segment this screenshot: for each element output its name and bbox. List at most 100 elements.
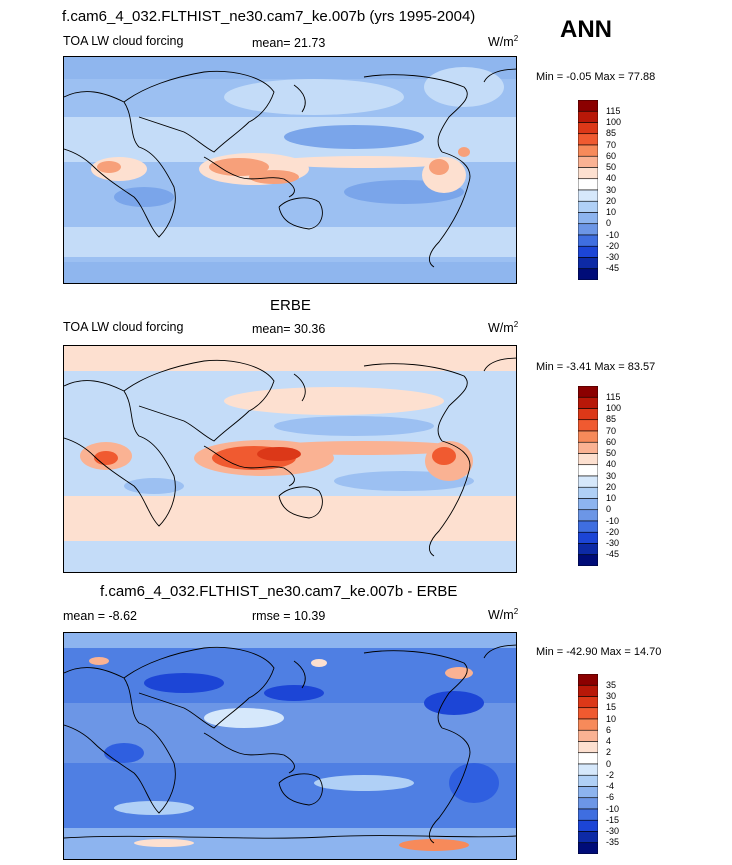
colorbar-swatch: [578, 786, 598, 799]
colorbar-swatch: [578, 133, 598, 146]
colorbar-swatch: [578, 696, 598, 709]
colorbar-swatch: [578, 831, 598, 844]
colorbar-swatch: [578, 144, 598, 157]
colorbar-label: -4: [606, 781, 615, 791]
panel-1-map: [63, 56, 517, 284]
panel-3-minmax: Min = -42.90 Max = 14.70: [536, 646, 662, 658]
colorbar-swatch: [578, 257, 598, 270]
panel-3-colorbar: [578, 674, 598, 854]
colorbar-swatch: [578, 223, 598, 236]
colorbar-label: 30: [606, 691, 617, 701]
panel-3-colorbar-swatches: [578, 674, 598, 854]
panel-3-title: f.cam6_4_032.FLTHIST_ne30.cam7_ke.007b -…: [100, 583, 458, 600]
colorbar-label: -2: [606, 769, 615, 780]
colorbar-label: -45: [606, 263, 620, 274]
colorbar-label: 70: [606, 425, 617, 436]
colorbar-label: 35: [606, 679, 617, 690]
colorbar-swatch: [578, 718, 598, 731]
panel-2-mean: mean= 30.36: [252, 322, 326, 336]
colorbar-swatch: [578, 155, 598, 168]
colorbar-swatch: [578, 245, 598, 258]
colorbar-swatch: [578, 189, 598, 202]
colorbar-swatch: [578, 110, 598, 123]
colorbar-swatch: [578, 842, 598, 854]
colorbar-label: 0: [606, 504, 612, 515]
colorbar-label: 60: [606, 150, 617, 161]
colorbar-label: -35: [606, 837, 620, 848]
panel-2-colorbar: [578, 386, 598, 566]
colorbar-label: -10: [606, 803, 620, 814]
colorbar-swatch: [578, 200, 598, 213]
colorbar-swatch: [578, 554, 598, 566]
colorbar-swatch: [578, 707, 598, 720]
colorbar-label: 115: [606, 391, 621, 402]
colorbar-swatch: [578, 486, 598, 499]
colorbar-swatch: [578, 797, 598, 810]
colorbar-swatch: [578, 396, 598, 409]
colorbar-swatch: [578, 543, 598, 556]
colorbar-swatch: [578, 498, 598, 511]
colorbar-label: 2: [606, 747, 612, 758]
colorbar-label: -15: [606, 814, 620, 825]
colorbar-swatch: [578, 386, 598, 398]
colorbar-swatch: [578, 684, 598, 697]
colorbar-label: 100: [606, 403, 622, 413]
colorbar-label: -20: [606, 240, 620, 251]
colorbar-label: -30: [606, 538, 620, 548]
colorbar-swatch: [578, 212, 598, 225]
colorbar-label: 100: [606, 117, 622, 127]
colorbar-swatch: [578, 408, 598, 421]
colorbar-label: 6: [606, 724, 612, 735]
colorbar-label: 50: [606, 162, 617, 172]
panel-1-mean: mean= 21.73: [252, 36, 326, 50]
colorbar-swatch: [578, 430, 598, 443]
panel-2-units: W/m2: [488, 320, 519, 336]
colorbar-label: 30: [606, 184, 617, 195]
colorbar-label: -30: [606, 826, 620, 836]
panel-3-left-label: mean = -8.62: [63, 609, 138, 623]
colorbar-label: -45: [606, 549, 620, 560]
panel-3-rmse: rmse = 10.39: [252, 609, 326, 623]
colorbar-label: 115: [606, 105, 621, 116]
colorbar-swatch: [578, 100, 598, 112]
colorbar-label: 85: [606, 414, 617, 425]
panel-2-minmax: Min = -3.41 Max = 83.57: [536, 361, 656, 373]
colorbar-swatch: [578, 674, 598, 686]
colorbar-swatch: [578, 475, 598, 488]
colorbar-swatch: [578, 752, 598, 765]
panel-1-units: W/m2: [488, 34, 519, 50]
colorbar-label: 4: [606, 736, 612, 746]
colorbar-label: 50: [606, 448, 617, 458]
colorbar-label: 85: [606, 128, 617, 139]
colorbar-label: 40: [606, 173, 617, 184]
panel-1-colorbar: [578, 100, 598, 280]
panel-3-map: [63, 632, 517, 860]
panel-2-title: ERBE: [270, 297, 311, 314]
colorbar-label: -20: [606, 526, 620, 537]
panel-3-units: W/m2: [488, 607, 519, 623]
colorbar-swatch: [578, 774, 598, 787]
panel-1-minmax: Min = -0.05 Max = 77.88: [536, 71, 656, 83]
panel-1-colorbar-swatches: [578, 100, 598, 280]
colorbar-swatch: [578, 819, 598, 832]
colorbar-label: 20: [606, 481, 617, 492]
colorbar-label: 0: [606, 218, 612, 229]
colorbar-swatch: [578, 729, 598, 742]
colorbar-swatch: [578, 441, 598, 454]
colorbar-swatch: [578, 234, 598, 247]
colorbar-label: 10: [606, 207, 617, 217]
colorbar-label: -30: [606, 252, 620, 262]
season-label: ANN: [560, 16, 612, 43]
colorbar-swatch: [578, 741, 598, 754]
colorbar-label: 15: [606, 702, 617, 713]
colorbar-swatch: [578, 520, 598, 533]
colorbar-swatch: [578, 122, 598, 135]
colorbar-label: 30: [606, 470, 617, 481]
colorbar-label: 10: [606, 713, 617, 724]
panel-2-left-label: TOA LW cloud forcing: [63, 320, 184, 334]
colorbar-swatch: [578, 167, 598, 180]
colorbar-swatch: [578, 509, 598, 522]
colorbar-label: -10: [606, 515, 620, 526]
colorbar-label: -10: [606, 229, 620, 240]
colorbar-swatch: [578, 453, 598, 466]
